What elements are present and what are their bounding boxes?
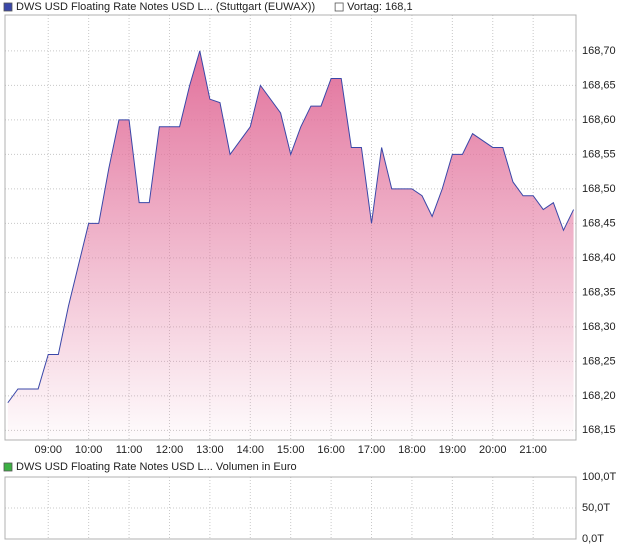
legend-swatch <box>334 2 344 12</box>
x-tick-label: 13:00 <box>196 444 224 456</box>
y-tick-label: 168,70 <box>582 45 616 57</box>
legend-label: DWS USD Floating Rate Notes USD L... Vol… <box>16 461 297 473</box>
y-tick-label: 100,0T <box>582 471 617 483</box>
y-tick-label: 168,65 <box>582 79 616 91</box>
legend-label: DWS USD Floating Rate Notes USD L... (St… <box>16 1 315 13</box>
x-tick-label: 18:00 <box>398 444 426 456</box>
x-tick-label: 12:00 <box>156 444 184 456</box>
x-tick-label: 16:00 <box>317 444 345 456</box>
y-tick-label: 168,15 <box>582 424 616 436</box>
area <box>7 50 574 441</box>
y-tick-label: 168,20 <box>582 390 616 402</box>
x-tick-label: 20:00 <box>479 444 507 456</box>
legend-label: Vortag: 168,1 <box>347 1 412 13</box>
x-tick-label: 11:00 <box>116 444 143 456</box>
x-tick-label: 14:00 <box>237 444 265 456</box>
x-tick-label: 10:00 <box>75 444 103 456</box>
y-tick-label: 168,40 <box>582 252 616 264</box>
y-tick-label: 168,35 <box>582 286 616 298</box>
x-tick-label: 19:00 <box>439 444 467 456</box>
plot-frame <box>4 476 577 540</box>
y-tick-label: 0,0T <box>582 533 604 545</box>
y-tick-label: 168,25 <box>582 355 616 367</box>
line <box>7 50 575 404</box>
legend-swatch <box>3 2 13 12</box>
y-tick-label: 168,50 <box>582 183 616 195</box>
x-tick-label: 17:00 <box>358 444 386 456</box>
y-tick-label: 50,0T <box>582 502 610 514</box>
x-tick-label: 21:00 <box>519 444 547 456</box>
legend-swatch <box>3 462 13 472</box>
x-tick-label: 09:00 <box>34 444 62 456</box>
y-tick-label: 168,55 <box>582 148 616 160</box>
x-tick-label: 15:00 <box>277 444 305 456</box>
y-tick-label: 168,30 <box>582 321 616 333</box>
y-tick-label: 168,45 <box>582 217 616 229</box>
y-tick-label: 168,60 <box>582 114 616 126</box>
